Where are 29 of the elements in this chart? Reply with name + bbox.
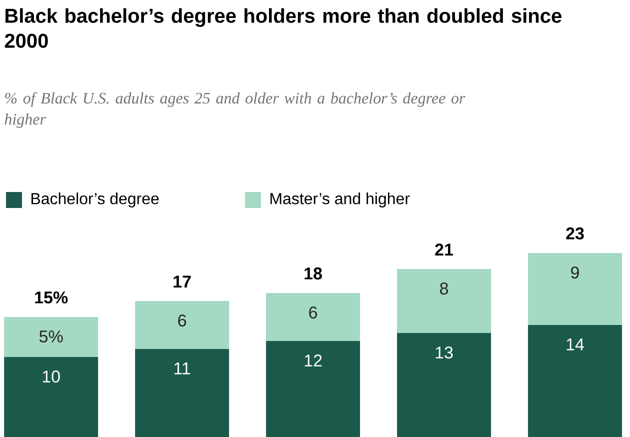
bar: [266, 293, 360, 342]
total-label: 17: [174, 276, 191, 288]
data-label: 5%: [39, 330, 63, 343]
total-label: 23: [566, 227, 584, 240]
legend-label: Master’s and higher: [270, 192, 410, 208]
data-label: 12: [304, 354, 322, 366]
data-label: 11: [174, 362, 190, 374]
chart-subtitle: % of Black U.S. adults ages 25 and older with a bachelor’s degree or higher: [4, 92, 466, 128]
bar: [528, 325, 622, 437]
bar: [266, 341, 360, 437]
data-label: 14: [566, 338, 584, 350]
total-label: 21: [435, 244, 453, 256]
data-label: 9: [571, 266, 579, 279]
bar: [397, 269, 492, 334]
total-label: 18: [304, 267, 322, 280]
bar: [4, 357, 98, 437]
bar: [397, 333, 492, 437]
chart-title: Black bachelor’s degree holders more than doubled since 2000: [4, 8, 562, 48]
data-label: 6: [178, 314, 186, 327]
legend-label: Bachelor’s degree: [32, 192, 159, 208]
bar: [135, 349, 230, 437]
bar: [528, 253, 622, 326]
data-label: 6: [309, 306, 318, 319]
data-label: 13: [436, 346, 453, 359]
data-label: 10: [42, 370, 60, 383]
total-label: 15%: [35, 291, 68, 304]
bar: [4, 317, 98, 358]
bar: [135, 301, 230, 350]
data-label: 8: [440, 282, 448, 295]
